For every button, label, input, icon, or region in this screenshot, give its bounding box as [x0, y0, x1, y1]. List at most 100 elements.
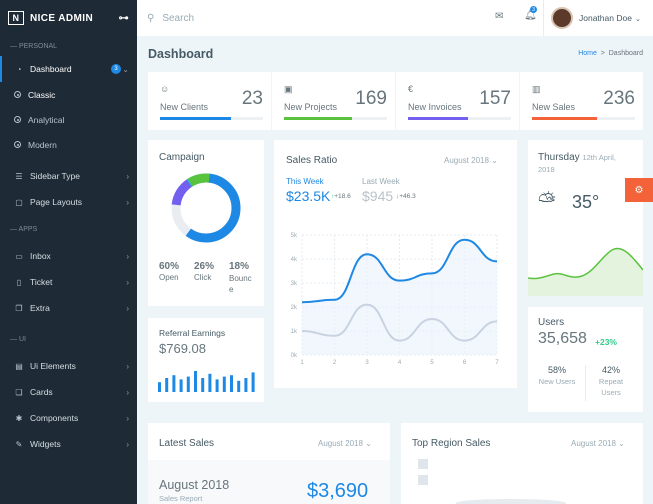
chevron-down-icon: ⌄ [618, 439, 625, 448]
referral-bar [244, 378, 248, 392]
sidebar-item-widgets[interactable]: ✎ Widgets › [15, 439, 129, 449]
chevron-right-icon: › [126, 197, 129, 207]
sidebar-item-components[interactable]: ✱ Components › [15, 413, 129, 423]
this-week-change: ↑+18.6 [331, 193, 351, 200]
sidebar-item-ticket[interactable]: ▯ Ticket › [0, 269, 137, 295]
referral-bar [222, 376, 226, 392]
gear-icon: ⚙ [634, 184, 644, 196]
weather-area-line [528, 247, 643, 280]
stat-value: 157 [479, 88, 511, 109]
section-apps: — APPS [10, 225, 38, 233]
brand[interactable]: N NICE ADMIN ⊶ [0, 0, 137, 36]
components-icon: ✱ [15, 413, 23, 423]
campaign-bounce-label: Bounce [229, 274, 252, 294]
latest-sales-month: August 2018 [159, 478, 230, 492]
series-line [301, 303, 498, 342]
sidebar-item-modern[interactable]: Modern [0, 132, 137, 157]
stat-card-new-invoices: € New Invoices 157 [396, 72, 519, 130]
user-menu[interactable]: Jonathan Doe ⌄ [579, 13, 641, 23]
weather-card: Thursday 12th April, 2018 ⛅︎ 35° [528, 140, 643, 296]
referral-bar [215, 379, 219, 392]
stat-card-new-clients: ☺ New Clients 23 [148, 72, 271, 130]
bookmark-icon: ▯ [16, 277, 22, 287]
mail-icon[interactable]: ✉ [495, 11, 504, 22]
stat-label: New Projects [284, 102, 338, 112]
x-tick-label: 6 [463, 360, 467, 366]
stat-value: 236 [603, 88, 635, 109]
latest-sales-period-select[interactable]: August 2018 ⌄ [318, 439, 372, 448]
referral-earnings-card: Referral Earnings $769.08 [148, 318, 264, 402]
last-week-label: Last Week [362, 177, 400, 186]
weather-date: Thursday 12th April, 2018 [538, 152, 616, 174]
x-tick-label: 2 [333, 360, 337, 366]
search-icon: ⚲ [147, 12, 155, 24]
sidebar-item-page-layouts[interactable]: ▢ Page Layouts › [15, 197, 129, 207]
progress-bar [284, 117, 387, 120]
weather-area-chart [528, 247, 643, 296]
sidebar-item-cards[interactable]: ❏ Cards › [15, 387, 129, 397]
referral-bar [201, 378, 205, 392]
stat-value: 23 [241, 88, 263, 109]
users-new: 58% New Users [538, 365, 576, 386]
sidebar: N NICE ADMIN ⊶ — PERSONAL ◔ Dashboard 3 ⌄ C… [0, 0, 137, 504]
stat-label: New Invoices [408, 102, 462, 112]
progress-bar [160, 117, 263, 120]
dashboard-icon: ◔ [16, 64, 22, 74]
users-title: Users [538, 317, 565, 328]
sales-ratio-title: Sales Ratio [286, 155, 338, 166]
sidebar-item-dashboard[interactable]: ◔ Dashboard 3 ⌄ [0, 56, 137, 82]
sales-ratio-card: Sales Ratio August 2018 ⌄ This Week $23.… [274, 140, 517, 388]
y-tick-label: 0k [291, 353, 298, 359]
referral-value: $769.08 [159, 341, 206, 356]
widgets-icon: ✎ [15, 439, 23, 449]
progress-bar [532, 117, 635, 120]
circle-icon [14, 91, 21, 98]
x-tick-label: 5 [430, 360, 434, 366]
series-area [302, 239, 497, 355]
settings-fab[interactable]: ⚙ [625, 178, 653, 202]
sales-ratio-period-select[interactable]: August 2018 ⌄ [444, 156, 498, 165]
campaign-card: Campaign 60% Open 26% Click 18% Bounce [148, 140, 264, 306]
sidebar-item-ui-elements[interactable]: ▤ Ui Elements › [15, 361, 129, 371]
y-tick-label: 1k [291, 329, 298, 335]
search-input[interactable]: Search [162, 12, 195, 24]
avatar[interactable] [551, 7, 573, 29]
sidebar-item-sidebar-type[interactable]: ☰ Sidebar Type › [15, 171, 129, 181]
copy-icon: ❐ [15, 303, 23, 313]
map-zoom-out-button[interactable] [418, 475, 428, 485]
referral-bar [208, 373, 212, 392]
inbox-icon: ▭ [15, 251, 23, 261]
users-value: 35,658 [538, 330, 587, 347]
chevron-down-icon: ⌄ [122, 64, 129, 74]
referral-bar [251, 372, 255, 392]
section-personal: — PERSONAL [10, 42, 58, 50]
latest-sales-card: Latest Sales August 2018 ⌄ August 2018 S… [148, 423, 390, 504]
bars-icon: ▥ [532, 84, 541, 94]
top-region-period-select[interactable]: August 2018 ⌄ [571, 439, 625, 448]
chevron-down-icon: ⌄ [634, 16, 641, 23]
donut-slice-bounce [171, 173, 241, 243]
latest-sales-summary: August 2018 Sales Report $3,690 [148, 460, 390, 504]
section-ui: — UI [10, 335, 26, 343]
stat-card-new-sales: ▥ New Sales 236 [520, 72, 643, 130]
stat-label: New Clients [160, 102, 209, 112]
top-region-card: Top Region Sales August 2018 ⌄ [401, 423, 643, 504]
chevron-right-icon: › [126, 251, 129, 261]
brand-name: NICE ADMIN [30, 12, 94, 24]
sidebar-item-inbox[interactable]: ▭ Inbox › [15, 251, 129, 261]
page-title: Dashboard [148, 47, 214, 61]
sidebar-item-extra[interactable]: ❐ Extra › [15, 303, 129, 313]
smile-icon: ☺ [160, 84, 170, 94]
map-zoom-in-button[interactable] [418, 459, 428, 469]
sidebar-item-analytical[interactable]: Analytical [0, 107, 137, 132]
circle-icon [14, 141, 21, 148]
sidebar-item-classic[interactable]: Classic [0, 82, 137, 107]
search-box[interactable]: ⚲ Search [147, 13, 202, 24]
bell-icon[interactable]: 🔔︎ 3 [524, 6, 537, 21]
progress-fill [284, 117, 352, 120]
key-icon[interactable]: ⊶ [118, 12, 129, 24]
y-tick-label: 4k [291, 257, 298, 263]
breadcrumb-home[interactable]: Home [578, 50, 597, 57]
breadcrumb-current: Dashboard [608, 50, 643, 57]
y-tick-label: 2k [291, 305, 298, 311]
